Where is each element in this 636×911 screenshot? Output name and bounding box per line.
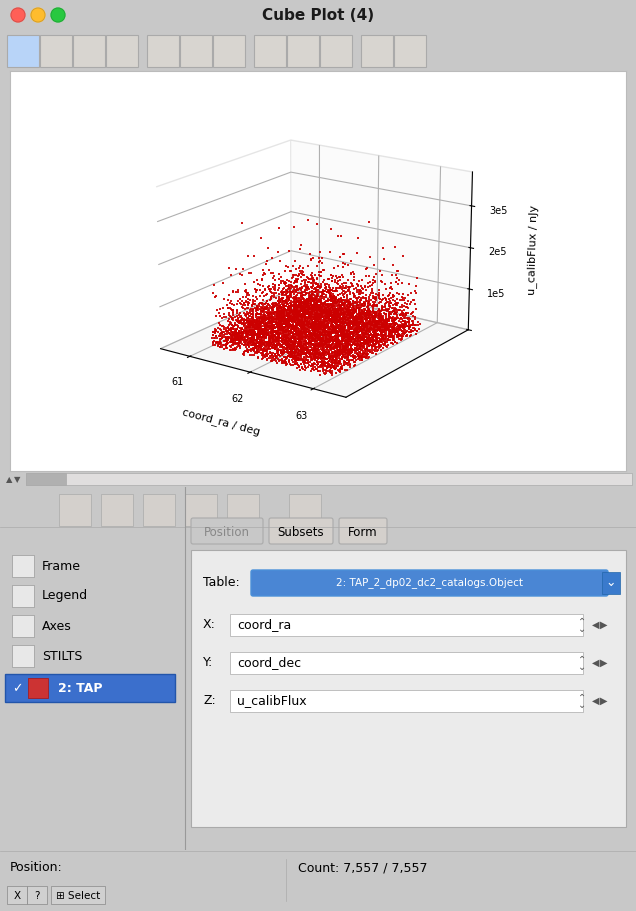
FancyBboxPatch shape — [230, 652, 583, 674]
FancyBboxPatch shape — [339, 518, 387, 545]
Bar — [12, 556, 34, 578]
FancyBboxPatch shape — [191, 550, 626, 827]
FancyBboxPatch shape — [230, 691, 583, 712]
FancyBboxPatch shape — [180, 36, 212, 68]
FancyBboxPatch shape — [361, 36, 393, 68]
Bar — [12, 586, 34, 608]
Bar — [12, 615, 34, 638]
FancyBboxPatch shape — [213, 36, 245, 68]
FancyBboxPatch shape — [287, 36, 319, 68]
Text: Table:: Table: — [203, 576, 240, 589]
Text: Frame: Frame — [42, 558, 81, 572]
Text: ?: ? — [34, 890, 39, 900]
Text: Cube Plot (4): Cube Plot (4) — [262, 8, 374, 24]
FancyBboxPatch shape — [230, 614, 583, 636]
Circle shape — [51, 9, 65, 23]
Text: ▲: ▲ — [6, 475, 13, 484]
FancyBboxPatch shape — [185, 495, 217, 527]
Text: ⌃: ⌃ — [578, 654, 586, 664]
Text: ▼: ▼ — [14, 475, 20, 484]
Text: ⊞ Select: ⊞ Select — [56, 890, 100, 900]
Text: ⌄: ⌄ — [578, 623, 586, 633]
FancyBboxPatch shape — [251, 570, 608, 597]
Circle shape — [11, 9, 25, 23]
Text: 2: TAP_2_dp02_dc2_catalogs.Object: 2: TAP_2_dp02_dc2_catalogs.Object — [336, 577, 523, 588]
Bar — [28, 679, 48, 698]
Bar — [26, 474, 632, 486]
Bar — [602, 572, 620, 594]
Text: 2: TAP: 2: TAP — [58, 681, 102, 695]
Text: ⌃: ⌃ — [578, 692, 586, 702]
Text: ⌃: ⌃ — [578, 617, 586, 627]
Text: coord_ra: coord_ra — [237, 618, 291, 630]
Text: Axes: Axes — [42, 619, 72, 632]
Circle shape — [31, 9, 45, 23]
Text: Position: Position — [204, 525, 250, 537]
Text: ✓: ✓ — [12, 681, 22, 695]
FancyBboxPatch shape — [320, 36, 352, 68]
Text: u_calibFlux: u_calibFlux — [237, 694, 307, 707]
FancyBboxPatch shape — [254, 36, 286, 68]
Text: ▶: ▶ — [600, 657, 608, 667]
FancyBboxPatch shape — [7, 36, 39, 68]
Text: ⌄: ⌄ — [578, 661, 586, 671]
FancyBboxPatch shape — [51, 886, 105, 904]
Text: ⌄: ⌄ — [605, 576, 616, 589]
X-axis label: coord_ra / deg: coord_ra / deg — [181, 405, 261, 436]
Text: X: X — [13, 890, 20, 900]
FancyBboxPatch shape — [269, 518, 333, 545]
Text: X:: X: — [203, 618, 216, 630]
Text: ⌄: ⌄ — [578, 700, 586, 710]
FancyBboxPatch shape — [191, 518, 263, 545]
Text: ◀: ◀ — [592, 657, 600, 667]
FancyBboxPatch shape — [394, 36, 426, 68]
Text: ◀: ◀ — [592, 695, 600, 705]
Bar — [12, 645, 34, 667]
Text: Legend: Legend — [42, 589, 88, 602]
FancyBboxPatch shape — [59, 495, 91, 527]
FancyBboxPatch shape — [101, 495, 133, 527]
Text: Subsets: Subsets — [278, 525, 324, 537]
Text: Y:: Y: — [203, 656, 213, 669]
Text: ▶: ▶ — [600, 695, 608, 705]
Text: Count: 7,557 / 7,557: Count: 7,557 / 7,557 — [298, 860, 427, 874]
FancyBboxPatch shape — [40, 36, 72, 68]
Bar — [26, 474, 66, 486]
Text: Z:: Z: — [203, 694, 216, 707]
FancyBboxPatch shape — [106, 36, 138, 68]
FancyBboxPatch shape — [27, 886, 47, 904]
Text: coord_dec: coord_dec — [237, 656, 301, 669]
Text: ◀: ◀ — [592, 619, 600, 630]
Text: ▶: ▶ — [600, 619, 608, 630]
FancyBboxPatch shape — [147, 36, 179, 68]
Text: Position:: Position: — [10, 860, 63, 874]
Text: Form: Form — [348, 525, 378, 537]
FancyBboxPatch shape — [7, 886, 27, 904]
Text: STILTS: STILTS — [42, 649, 83, 661]
Bar — [5, 674, 175, 702]
FancyBboxPatch shape — [73, 36, 105, 68]
FancyBboxPatch shape — [143, 495, 175, 527]
FancyBboxPatch shape — [227, 495, 259, 527]
FancyBboxPatch shape — [289, 495, 321, 527]
